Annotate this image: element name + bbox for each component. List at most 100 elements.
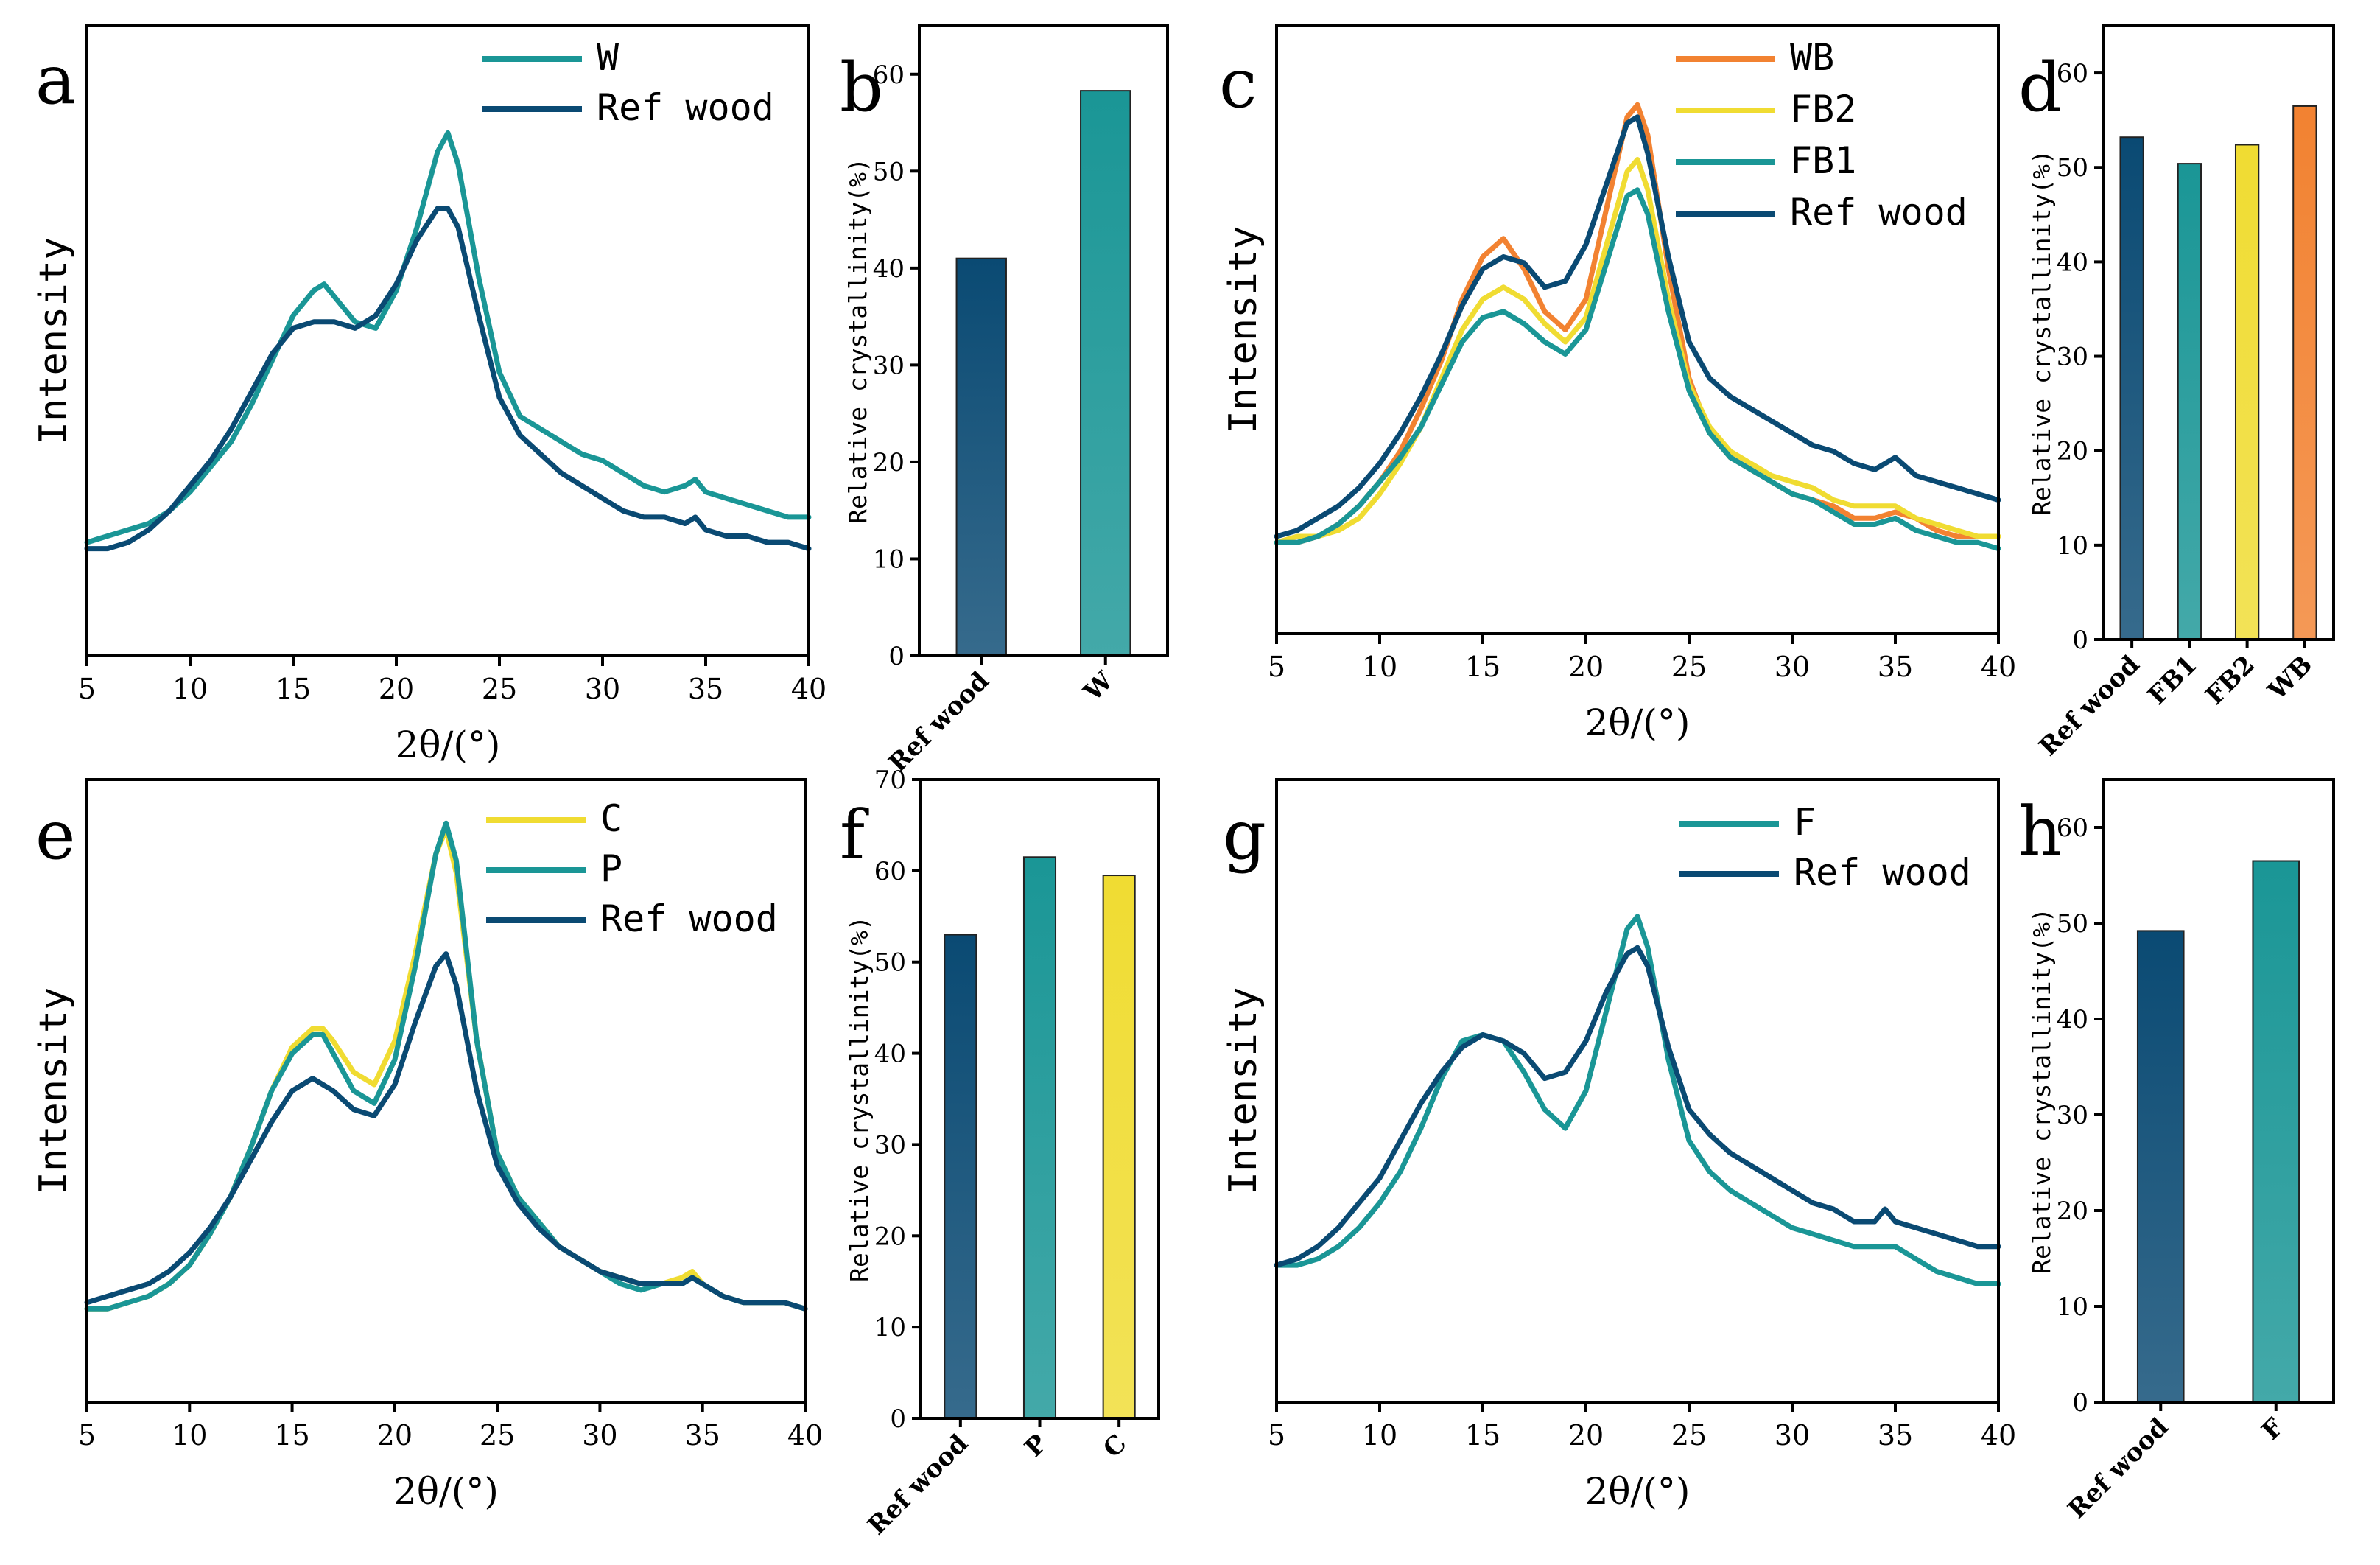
x-tick-label: 10 — [1362, 1419, 1397, 1452]
legend-label: FB2 — [1790, 88, 1856, 130]
y-axis-title: Relative crystallinity(%) — [843, 158, 872, 524]
x-tick-label: 40 — [1981, 1419, 2016, 1452]
bar-fb1 — [2177, 163, 2202, 640]
x-tick-label: 5 — [78, 1419, 96, 1452]
y-tick-label: 10 — [873, 545, 905, 574]
legend-label: Ref wood — [1794, 851, 1971, 894]
panel-a: a 5 10 15 20 25 30 35 40 2θ/(°) Intensity W Ref wood — [32, 24, 826, 766]
x-axis-title: 2θ/(°) — [396, 724, 501, 766]
bar-ref-wood — [955, 257, 1007, 657]
legend-label: FB1 — [1790, 139, 1856, 182]
legend-label: C — [600, 797, 622, 840]
category-label: W — [1078, 666, 1120, 708]
panel-letter: b — [840, 48, 883, 127]
panel-letter: h — [2018, 792, 2062, 871]
plot-frame — [918, 24, 1169, 657]
x-tick-label: 20 — [1568, 1419, 1604, 1452]
x-tick-label: 35 — [688, 673, 723, 705]
panel-e: e 5 10 15 20 25 30 35 40 2θ/(°) Intensity CP Ref woo… — [32, 778, 823, 1513]
x-tick-label: 30 — [1775, 651, 1810, 683]
y-tick-label: 0 — [890, 1404, 906, 1434]
y-tick-label: 50 — [2057, 153, 2088, 183]
x-tick-label: 30 — [585, 673, 620, 705]
bar-fb2 — [2234, 144, 2260, 641]
panel-h: h 0 10 20 30 40 50 60 Ref wood F Relative crystall… — [2018, 778, 2335, 1524]
y-tick-label: 30 — [2057, 343, 2088, 372]
y-tick-label: 0 — [2072, 1388, 2088, 1418]
y-tick-label: 40 — [873, 254, 905, 284]
x-tick-label: 35 — [1878, 1419, 1913, 1452]
legend-label: Ref wood — [597, 86, 774, 129]
legend: WB FB2 FB1 Ref wood — [1676, 36, 1967, 234]
x-tick-label: 40 — [791, 673, 826, 705]
y-tick-label: 60 — [2057, 59, 2088, 88]
plot-frame — [85, 24, 810, 657]
panel-letter: d — [2018, 48, 2062, 127]
x-tick-label: 10 — [172, 673, 208, 705]
x-tick-label: 10 — [1362, 651, 1397, 683]
bar-ref-wood — [944, 934, 977, 1419]
x-tick-label: 30 — [582, 1419, 617, 1452]
x-tick-label: 15 — [274, 1419, 309, 1452]
legend: W Ref wood — [482, 36, 774, 129]
x-tick-label: 5 — [1268, 1419, 1285, 1452]
y-tick-label: 20 — [2057, 437, 2088, 466]
panel-f: f 0 10 20 30 40 50 60 70 Ref wood P C Relative cryst… — [840, 766, 1160, 1541]
y-tick-label: 0 — [2072, 626, 2088, 655]
category-label: C — [1098, 1429, 1132, 1463]
y-tick-label: 50 — [873, 157, 905, 186]
panel-g: g 5 10 15 20 25 30 35 40 2θ/(°) Intensity F Ref wood — [1221, 778, 2016, 1513]
bar-c — [1102, 875, 1136, 1420]
category-label: Ref wood — [862, 1429, 974, 1541]
y-tick-label: 30 — [873, 351, 905, 380]
panel-letter: g — [1223, 796, 1266, 875]
bar-f — [2252, 860, 2300, 1403]
x-tick-label: 20 — [379, 673, 414, 705]
y-axis-title: Relative crystallinity(%) — [2027, 908, 2056, 1274]
plot-frame — [1275, 24, 2000, 635]
y-tick-label: 60 — [874, 857, 906, 886]
x-tick-label: 10 — [172, 1419, 207, 1452]
series-line-fb1 — [1274, 187, 2001, 551]
y-tick-label: 30 — [874, 1130, 906, 1160]
y-axis-title: Intensity — [1221, 987, 1266, 1195]
series-line-wb — [1274, 102, 2001, 545]
y-tick-label: 10 — [2057, 1292, 2088, 1322]
x-tick-label: 15 — [1465, 651, 1500, 683]
x-tick-label: 35 — [685, 1419, 720, 1452]
y-tick-label: 20 — [2057, 1197, 2088, 1226]
y-tick-label: 60 — [873, 60, 905, 90]
x-tick-label: 15 — [1465, 1419, 1500, 1452]
category-label: FB2 — [2200, 650, 2261, 710]
legend: F Ref wood — [1679, 801, 1971, 894]
y-tick-label: 40 — [2057, 1005, 2088, 1034]
legend-label: P — [600, 847, 622, 890]
series-line-ref-wood — [84, 951, 808, 1312]
panel-letter: e — [35, 796, 75, 875]
legend: CP Ref wood — [486, 797, 778, 940]
y-axis-title: Intensity — [1221, 226, 1266, 434]
y-tick-label: 0 — [888, 642, 905, 671]
category-label: Ref wood — [883, 666, 995, 778]
x-tick-label: 5 — [78, 673, 96, 705]
series-line-fb2 — [1274, 157, 2001, 545]
x-axis-title: 2θ/(°) — [1585, 701, 1691, 744]
legend-label: WB — [1790, 36, 1834, 79]
x-tick-label: 20 — [377, 1419, 413, 1452]
category-label: P — [1019, 1429, 1053, 1463]
x-tick-label: 5 — [1268, 651, 1285, 683]
plot-frame — [2102, 24, 2335, 641]
x-tick-label: 25 — [480, 1419, 515, 1452]
x-tick-label: 40 — [787, 1419, 823, 1452]
bar-p — [1022, 856, 1057, 1419]
category-label: FB1 — [2142, 650, 2202, 710]
y-tick-label: 40 — [2057, 248, 2088, 277]
bar-ref-wood — [2136, 930, 2185, 1403]
x-tick-label: 30 — [1775, 1419, 1810, 1452]
plot-frame — [85, 778, 807, 1404]
y-tick-label: 70 — [874, 766, 906, 795]
y-tick-label: 20 — [874, 1222, 906, 1251]
series-line-p — [84, 820, 808, 1312]
category-label: Ref wood — [2034, 650, 2146, 762]
legend-label: Ref wood — [1790, 191, 1967, 234]
